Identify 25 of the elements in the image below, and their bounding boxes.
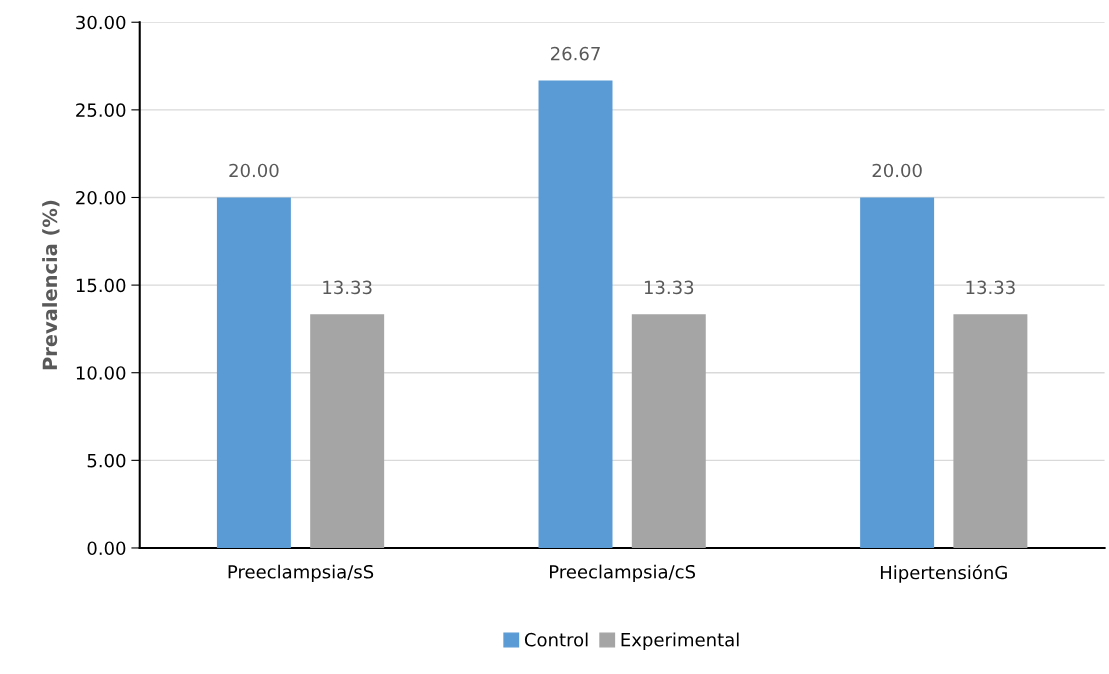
bar: [860, 197, 935, 548]
legend-label: Control: [524, 632, 588, 647]
bar: [216, 197, 291, 548]
y-axis-title: Prevalencia (%): [42, 200, 60, 370]
x-tick-label: HipertensiónG: [880, 564, 1007, 583]
x-tick-label: Preeclampsia/cS: [550, 564, 696, 583]
y-tick-label: 15.00: [76, 278, 126, 293]
x-tick-label: Preeclampsia/sS: [228, 564, 374, 583]
y-tick-label: 0.00: [87, 541, 126, 556]
y-tick-label: 25.00: [76, 103, 126, 117]
y-tick-label: 10.00: [76, 366, 126, 380]
data-label: 20.00: [229, 163, 279, 178]
y-tick-label: 30.00: [76, 15, 126, 30]
bar: [538, 80, 613, 548]
bar: [310, 314, 385, 548]
data-label: 13.33: [966, 280, 1015, 295]
bar: [953, 314, 1028, 548]
data-label: 20.00: [872, 163, 922, 178]
data-label: 13.33: [323, 280, 372, 295]
legend-label: Experimental: [621, 632, 739, 651]
y-tick-label: 20.00: [76, 190, 126, 205]
data-label: 26.67: [550, 46, 600, 61]
bar: [631, 314, 706, 548]
y-tick-label: 5.00: [87, 453, 126, 468]
data-label: 13.33: [644, 280, 694, 295]
